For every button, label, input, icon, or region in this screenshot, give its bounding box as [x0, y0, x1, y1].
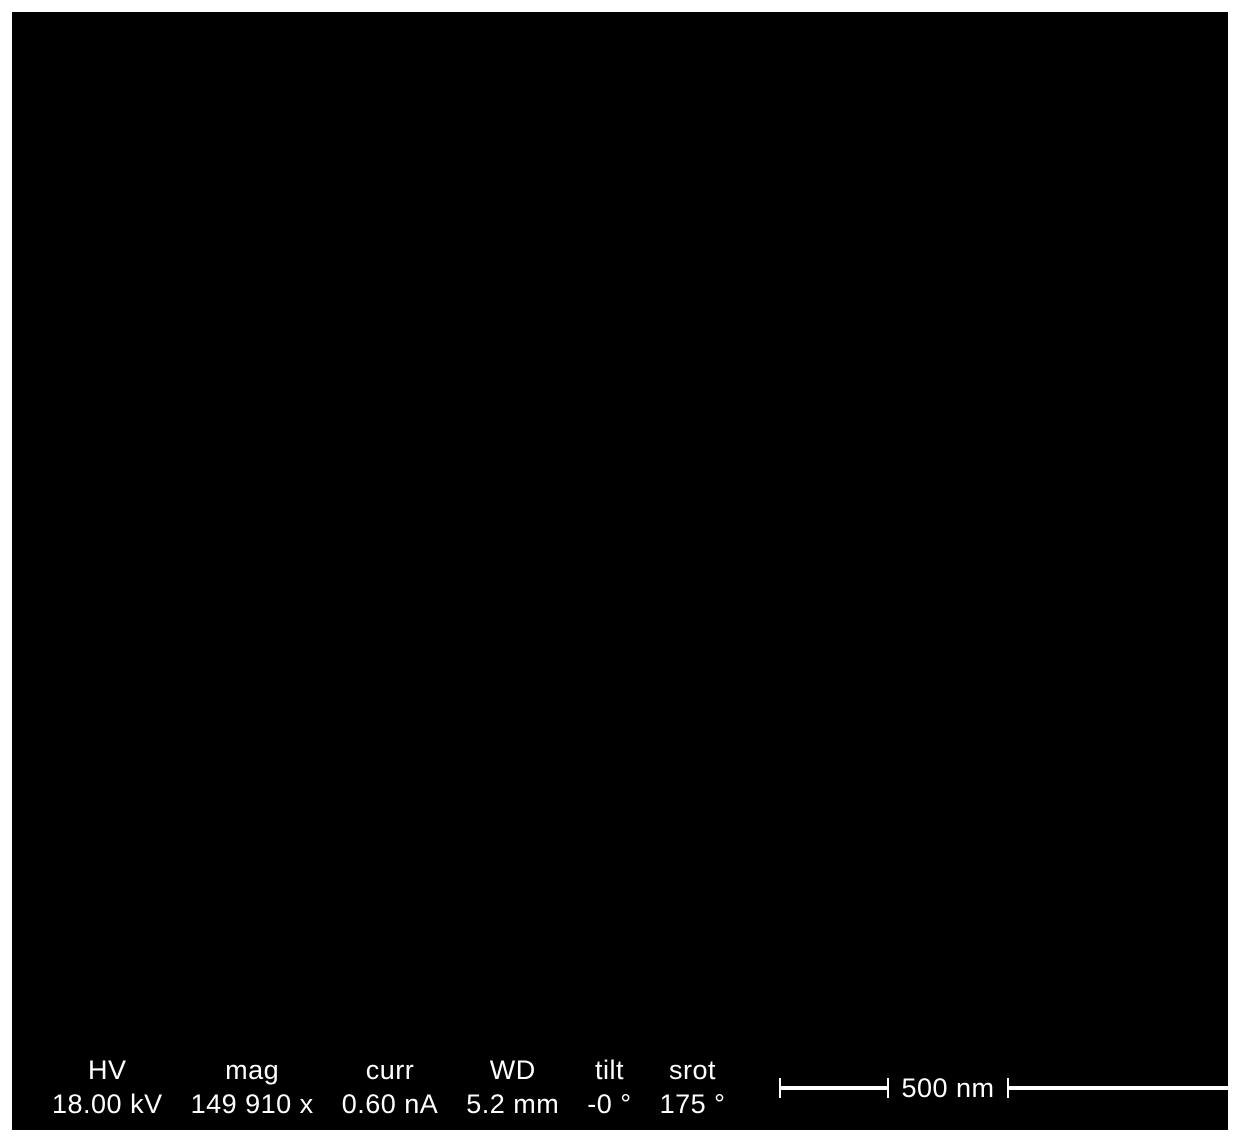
param-tilt-value: -0 °: [587, 1088, 631, 1122]
param-tilt-label: tilt: [595, 1054, 624, 1088]
param-srot-value: 175 °: [660, 1088, 726, 1122]
micrograph-image-area: [12, 12, 1228, 1048]
param-curr-value: 0.60 nA: [342, 1088, 439, 1122]
param-curr: curr 0.60 nA: [328, 1052, 453, 1124]
scale-tick-icon: [887, 1078, 889, 1098]
param-mag-value: 149 910 x: [191, 1088, 314, 1122]
scale-bar-right-segment: [1007, 1086, 1240, 1090]
scale-bar-row: 500 nm: [779, 1073, 1240, 1104]
param-curr-label: curr: [366, 1054, 415, 1088]
sem-micrograph-frame: HV 18.00 kV mag 149 910 x curr 0.60 nA W…: [12, 12, 1228, 1130]
param-tilt: tilt -0 °: [573, 1052, 645, 1124]
scale-bar-label: 500 nm: [901, 1073, 994, 1104]
param-wd-label: WD: [490, 1054, 536, 1088]
param-srot: srot 175 °: [646, 1052, 740, 1124]
param-hv: HV 18.00 kV: [12, 1052, 177, 1124]
scale-bar-left-segment: [779, 1086, 889, 1090]
param-hv-label: HV: [88, 1054, 127, 1088]
param-srot-label: srot: [669, 1054, 716, 1088]
scale-tick-icon: [779, 1078, 781, 1098]
param-mag: mag 149 910 x: [177, 1052, 328, 1124]
param-hv-value: 18.00 kV: [52, 1088, 163, 1122]
param-mag-label: mag: [225, 1054, 279, 1088]
param-wd: WD 5.2 mm: [452, 1052, 573, 1124]
param-wd-value: 5.2 mm: [466, 1088, 559, 1122]
scale-bar-block: 500 nm: [739, 1052, 1240, 1124]
scale-tick-icon: [1007, 1078, 1009, 1098]
acquisition-info-bar: HV 18.00 kV mag 149 910 x curr 0.60 nA W…: [12, 1048, 1228, 1130]
